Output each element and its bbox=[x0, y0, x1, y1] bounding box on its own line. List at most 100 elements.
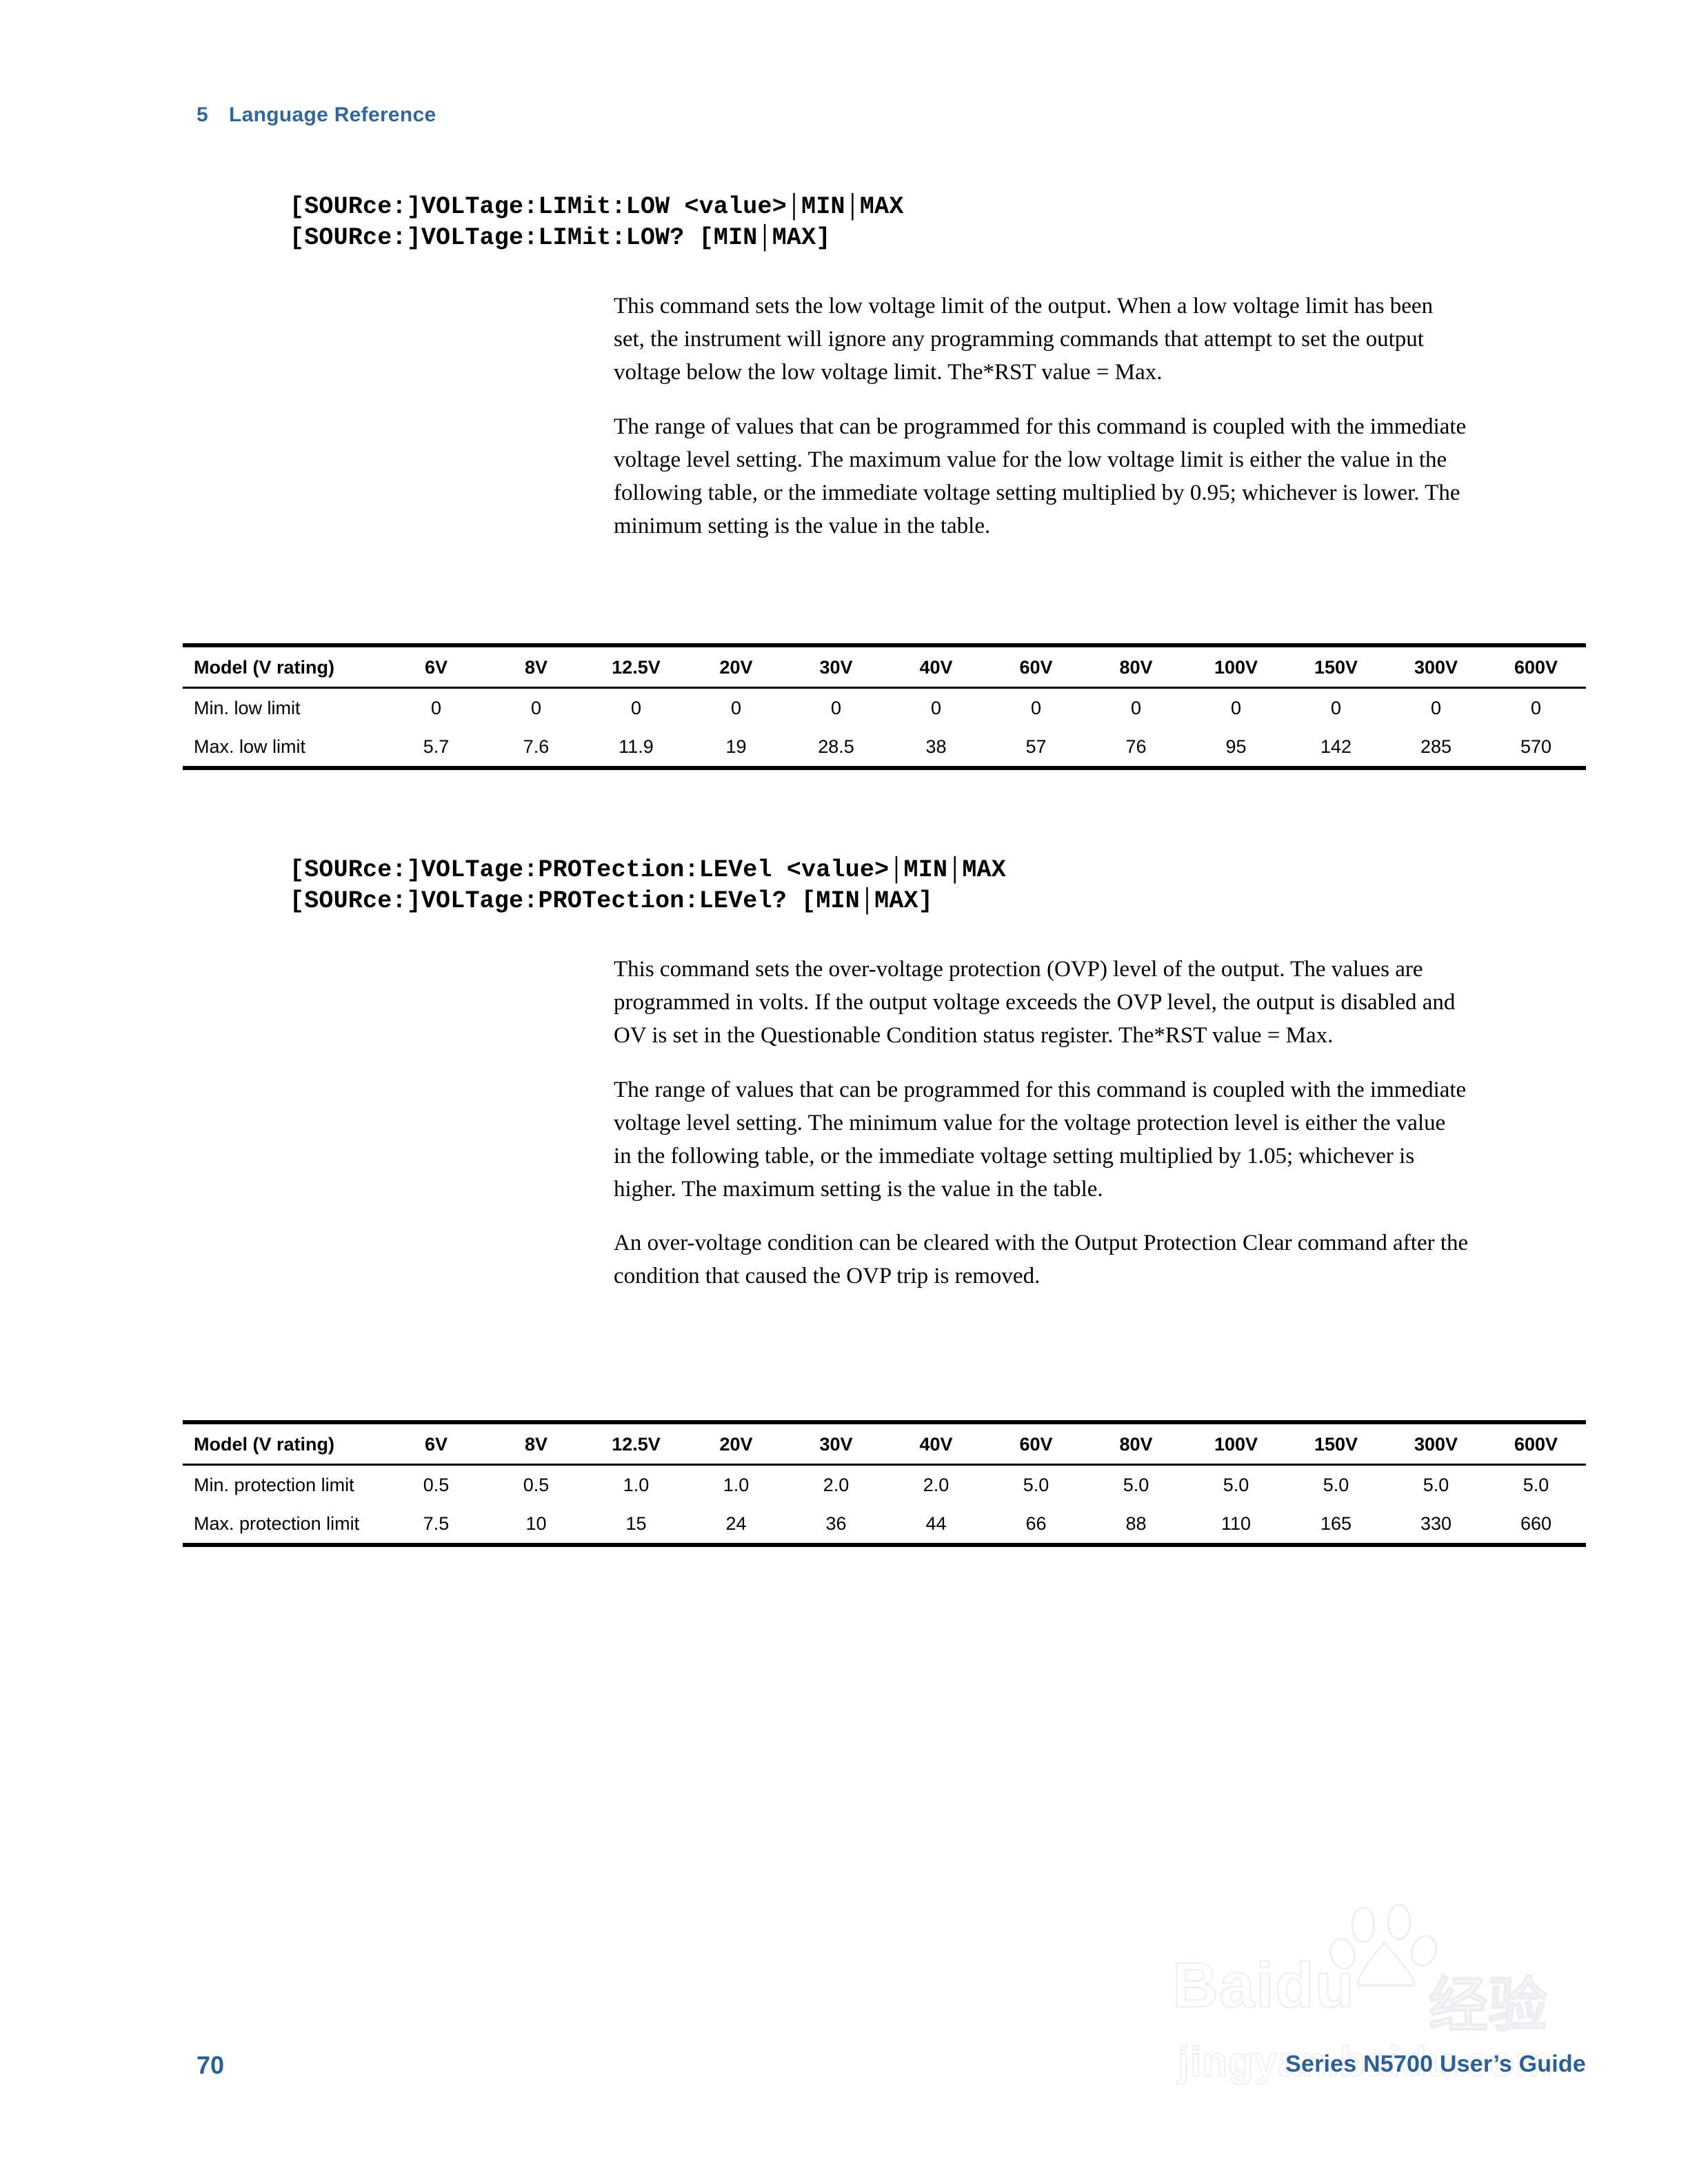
table-cell: 285 bbox=[1386, 727, 1486, 770]
low-voltage-limit-table: Model (V rating) 6V 8V 12.5V 20V 30V 40V… bbox=[183, 643, 1586, 770]
table-cell: 88 bbox=[1086, 1504, 1186, 1547]
table-row: Min. low limit 0 0 0 0 0 0 0 0 0 0 0 0 bbox=[183, 688, 1586, 728]
table-cell: 5.0 bbox=[1123, 1475, 1149, 1495]
table-cell: 57 bbox=[986, 727, 1086, 770]
row-label: Max. low limit bbox=[183, 727, 386, 770]
column-header: 60V bbox=[986, 1420, 1086, 1466]
running-header: 5 Language Reference bbox=[197, 103, 436, 127]
column-header: 12.5V bbox=[586, 1420, 686, 1466]
table-cell: 5.0 bbox=[1023, 1475, 1049, 1495]
column-header: 6V bbox=[386, 1420, 486, 1466]
column-header: 100V bbox=[1186, 643, 1286, 689]
table-cell: 0 bbox=[730, 698, 742, 718]
command-syntax-voltage-protection-level: [SOURce:]VOLTage:PROTection:LEVel <value… bbox=[290, 855, 1006, 917]
table-cell: 0 bbox=[1330, 698, 1342, 718]
chapter-title: Language Reference bbox=[229, 103, 436, 126]
table-cell: 95 bbox=[1186, 727, 1286, 770]
watermark-brand: Baidu bbox=[1172, 1950, 1356, 2021]
column-header: 6V bbox=[386, 643, 486, 689]
table-cell: 5.0 bbox=[1223, 1475, 1249, 1495]
column-header: 30V bbox=[786, 643, 886, 689]
table-header-row: Model (V rating) 6V 8V 12.5V 20V 30V 40V… bbox=[183, 643, 1586, 689]
column-header: 8V bbox=[486, 643, 586, 689]
column-header: 150V bbox=[1286, 1420, 1386, 1466]
column-header: 40V bbox=[886, 1420, 986, 1466]
table-cell: 5.0 bbox=[1423, 1475, 1449, 1495]
paragraph: The range of values that can be programm… bbox=[614, 1077, 1467, 1202]
table-cell: 7.6 bbox=[486, 727, 586, 770]
table-cell: 19 bbox=[686, 727, 786, 770]
table-cell: 1.0 bbox=[623, 1475, 650, 1495]
column-header: 12.5V bbox=[586, 643, 686, 689]
table-cell: 142 bbox=[1286, 727, 1386, 770]
voltage-protection-limit-table: Model (V rating) 6V 8V 12.5V 20V 30V 40V… bbox=[183, 1420, 1586, 1547]
page-number: 70 bbox=[197, 2051, 225, 2079]
table-cell: 660 bbox=[1486, 1504, 1586, 1547]
column-header: 60V bbox=[986, 643, 1086, 689]
table-row: Max. protection limit 7.5 10 15 24 36 44… bbox=[183, 1504, 1586, 1547]
table-cell: 15 bbox=[586, 1504, 686, 1547]
syntax-line-2: [SOURce:]VOLTage:LIMit:LOW? [MIN│MAX] bbox=[290, 223, 831, 252]
paragraph: This command sets the over-voltage prote… bbox=[614, 957, 1456, 1049]
column-header-model: Model (V rating) bbox=[183, 643, 386, 689]
column-header: 300V bbox=[1386, 643, 1486, 689]
command-syntax-voltage-limit-low: [SOURce:]VOLTage:LIMit:LOW <value>│MIN│M… bbox=[290, 192, 904, 254]
paragraph: The range of values that can be programm… bbox=[614, 414, 1467, 539]
column-header: 600V bbox=[1486, 1420, 1586, 1466]
table-cell: 0 bbox=[930, 698, 942, 718]
chapter-number: 5 bbox=[197, 103, 208, 126]
table-cell: 0 bbox=[830, 698, 842, 718]
table-row: Min. protection limit 0.5 0.5 1.0 1.0 2.… bbox=[183, 1465, 1586, 1505]
table-cell: 1.0 bbox=[723, 1475, 750, 1495]
table-cell: 28.5 bbox=[786, 727, 886, 770]
table-cell: 0 bbox=[1430, 698, 1442, 718]
table-cell: 11.9 bbox=[586, 727, 686, 770]
table-cell: 10 bbox=[486, 1504, 586, 1547]
column-header: 8V bbox=[486, 1420, 586, 1466]
row-label: Min. protection limit bbox=[194, 1475, 354, 1495]
table-cell: 0.5 bbox=[423, 1475, 450, 1495]
table-cell: 110 bbox=[1186, 1504, 1286, 1547]
table-cell: 24 bbox=[686, 1504, 786, 1547]
table-cell: 0 bbox=[1230, 698, 1242, 718]
table-cell: 165 bbox=[1286, 1504, 1386, 1547]
column-header: 20V bbox=[686, 1420, 786, 1466]
table-cell: 44 bbox=[886, 1504, 986, 1547]
column-header: 30V bbox=[786, 1420, 886, 1466]
table-cell: 2.0 bbox=[823, 1475, 850, 1495]
table-cell: 5.0 bbox=[1323, 1475, 1349, 1495]
table-cell: 0 bbox=[1130, 698, 1142, 718]
table-cell: 76 bbox=[1086, 727, 1186, 770]
column-header: 600V bbox=[1486, 643, 1586, 689]
syntax-line-2: [SOURce:]VOLTage:PROTection:LEVel? [MIN│… bbox=[290, 887, 933, 915]
column-header: 300V bbox=[1386, 1420, 1486, 1466]
table-cell: 0.5 bbox=[523, 1475, 550, 1495]
column-header: 150V bbox=[1286, 643, 1386, 689]
paragraph: An over-voltage condition can be cleared… bbox=[614, 1231, 1469, 1289]
row-label: Max. protection limit bbox=[183, 1504, 386, 1547]
footer-guide-title: Series N5700 User’s Guide bbox=[1285, 2051, 1586, 2077]
table-cell: 0 bbox=[1030, 698, 1042, 718]
column-header: 40V bbox=[886, 643, 986, 689]
section-body-voltage-protection-level: This command sets the over-voltage prote… bbox=[614, 953, 1469, 1293]
paw-print-icon bbox=[1327, 1904, 1458, 1994]
table-header-row: Model (V rating) 6V 8V 12.5V 20V 30V 40V… bbox=[183, 1420, 1586, 1466]
column-header: 20V bbox=[686, 643, 786, 689]
table-cell: 5.0 bbox=[1523, 1475, 1549, 1495]
table-row: Max. low limit 5.7 7.6 11.9 19 28.5 38 5… bbox=[183, 727, 1586, 770]
table-cell: 5.7 bbox=[386, 727, 486, 770]
table-cell: 38 bbox=[886, 727, 986, 770]
table-cell: 66 bbox=[986, 1504, 1086, 1547]
table-cell: 2.0 bbox=[923, 1475, 950, 1495]
table-cell: 0 bbox=[530, 698, 542, 718]
baidu-watermark: Baidu 经验 jingyan.baidu.com bbox=[1172, 1903, 1614, 2123]
table-cell: 7.5 bbox=[386, 1504, 486, 1547]
table-cell: 0 bbox=[1530, 698, 1542, 718]
column-header: 100V bbox=[1186, 1420, 1286, 1466]
table-cell: 0 bbox=[630, 698, 642, 718]
syntax-line-1: [SOURce:]VOLTage:PROTection:LEVel <value… bbox=[290, 856, 1006, 884]
column-header-model: Model (V rating) bbox=[183, 1420, 386, 1466]
column-header: 80V bbox=[1086, 643, 1186, 689]
syntax-line-1: [SOURce:]VOLTage:LIMit:LOW <value>│MIN│M… bbox=[290, 193, 904, 221]
